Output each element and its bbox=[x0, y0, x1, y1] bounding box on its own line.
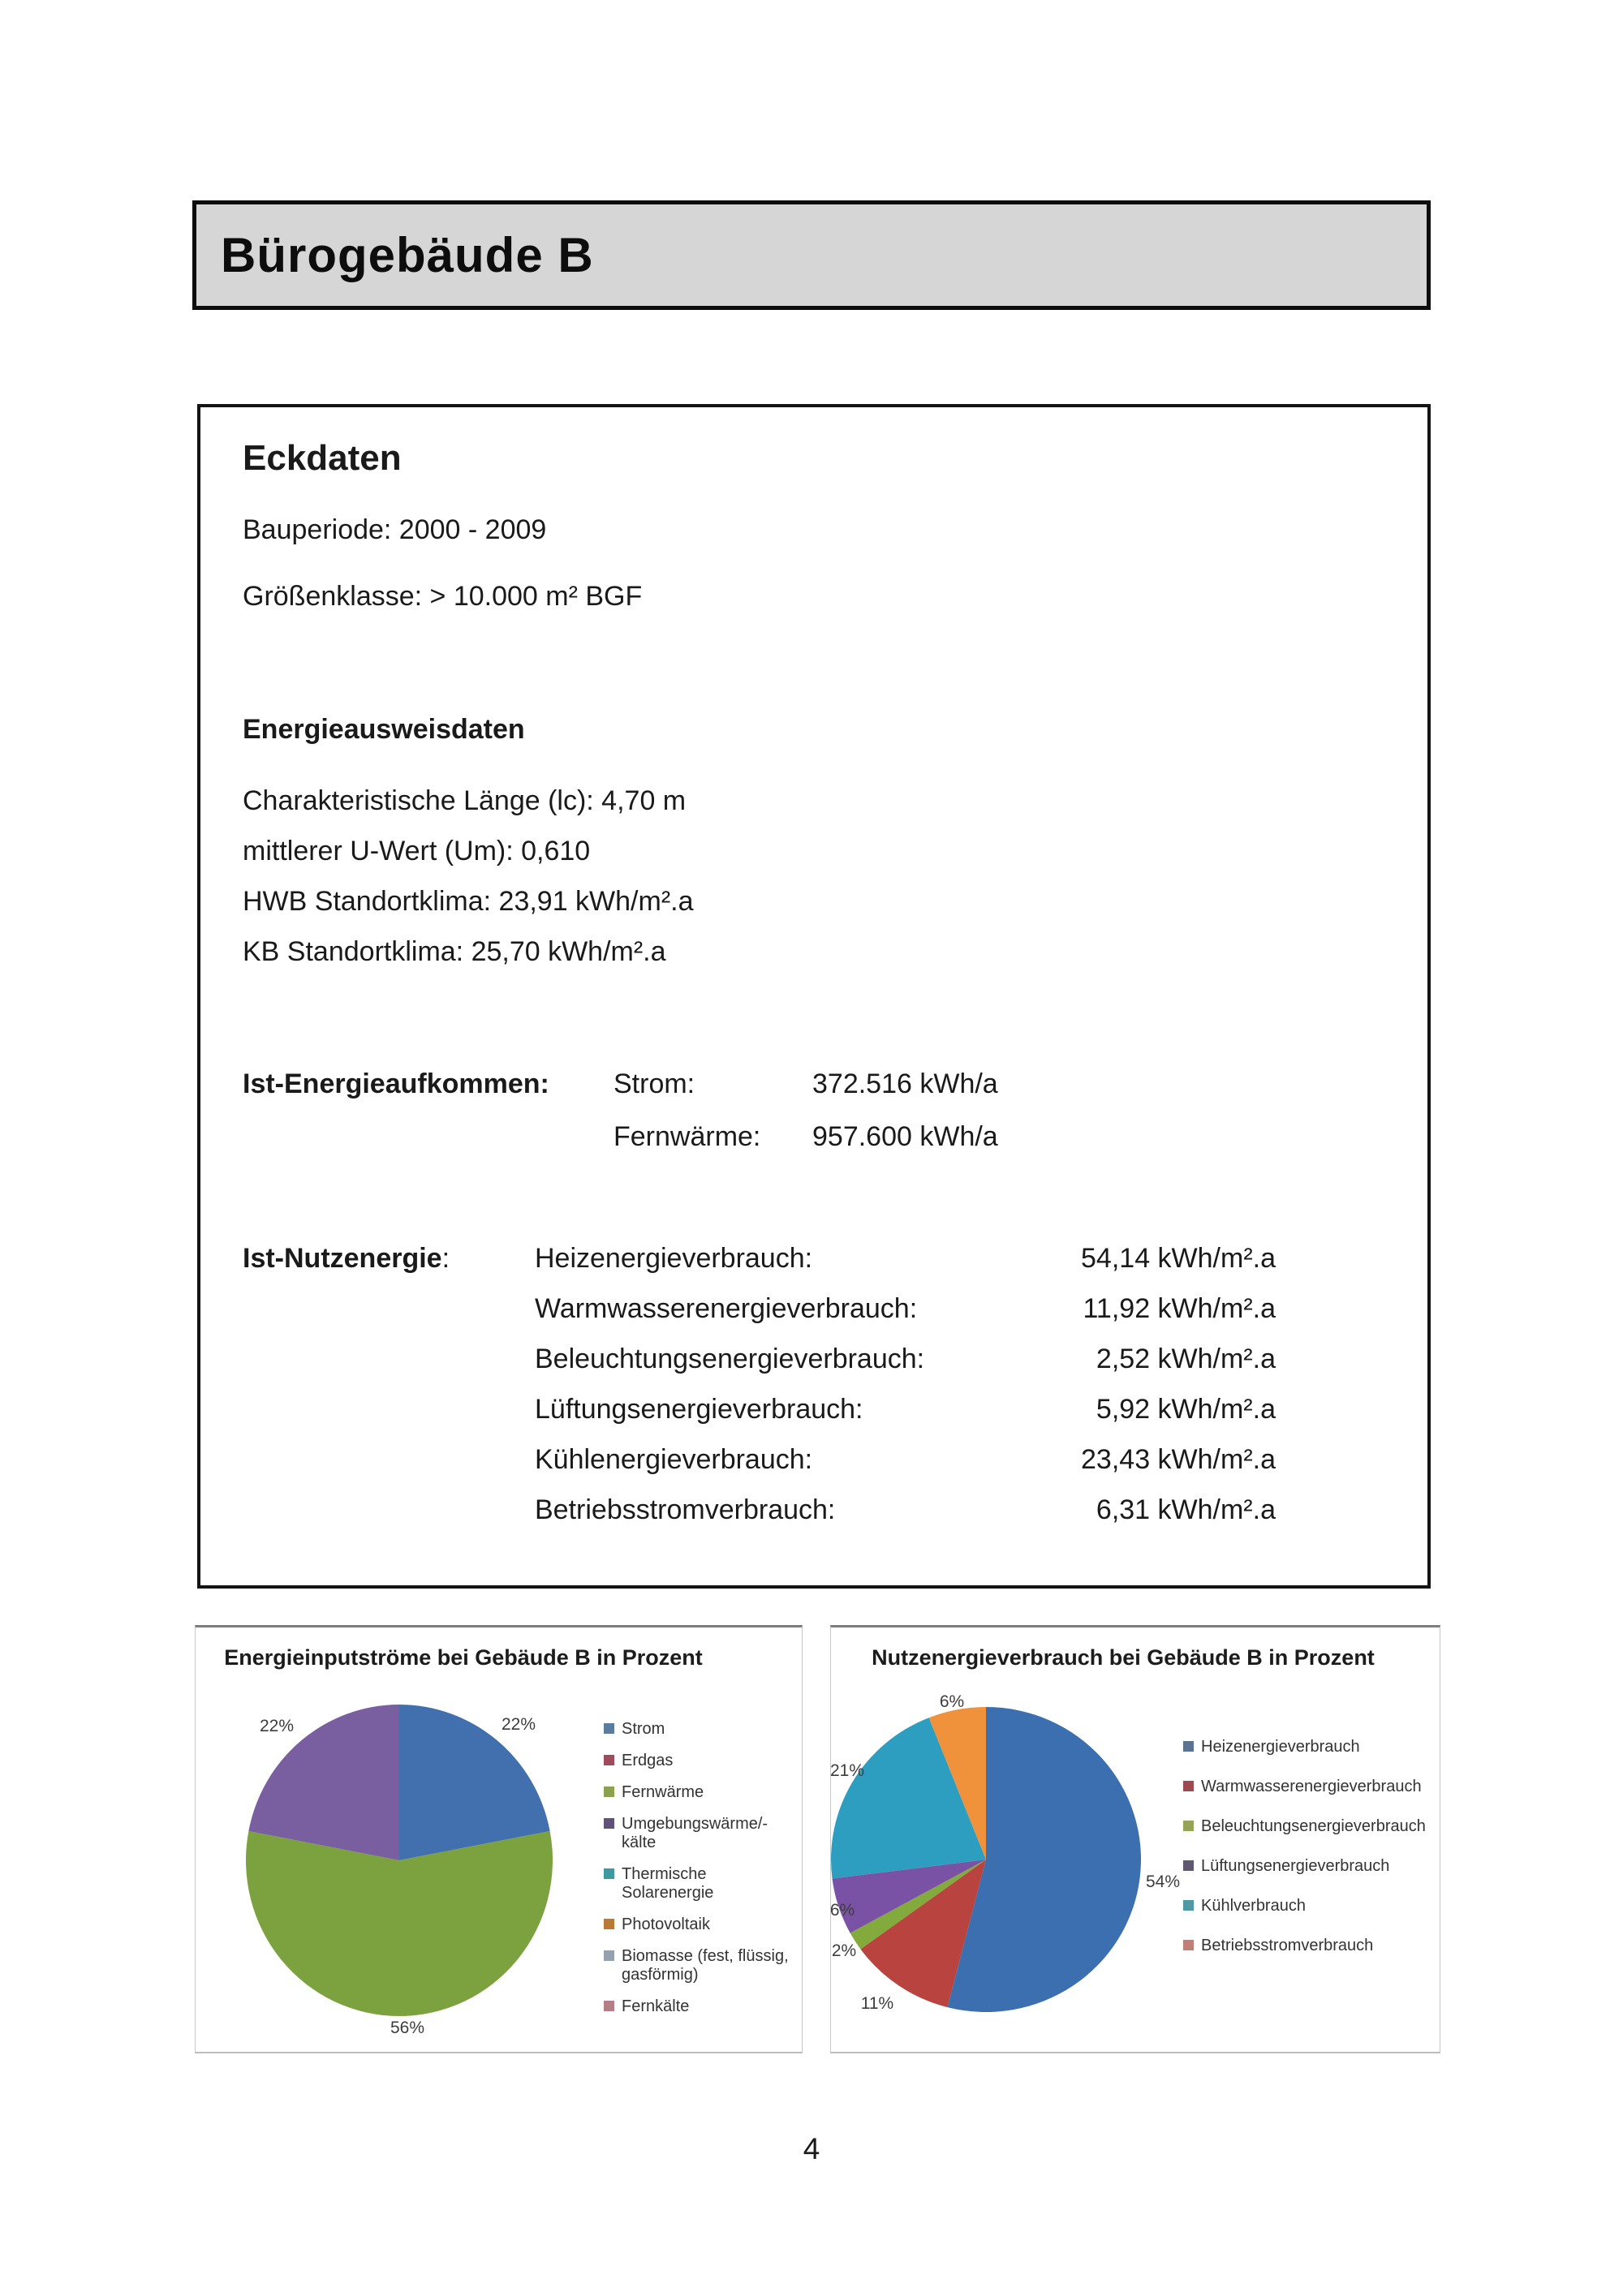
legend-item: Kühlverbrauch bbox=[1183, 1897, 1435, 1915]
legend-label: Erdgas bbox=[622, 1752, 674, 1769]
energieaufkommen-value: 957.600 kWh/a bbox=[812, 1121, 998, 1152]
pie-percent-label: 6% bbox=[829, 1901, 855, 1920]
legend-swatch-icon bbox=[604, 1723, 614, 1734]
nutzenergie-value: 5,92 kWh/m².a bbox=[1096, 1394, 1276, 1425]
legend-item: Lüftungsenergieverbrauch bbox=[1183, 1857, 1435, 1876]
legend-item: Betriebsstromverbrauch bbox=[1183, 1937, 1435, 1955]
legend-item: Umgebungswärme/-kälte bbox=[604, 1815, 797, 1852]
legend-label: Photovoltaik bbox=[622, 1915, 710, 1933]
pie-slice bbox=[860, 1860, 986, 2008]
energieaufkommen-value: 372.516 kWh/a bbox=[812, 1068, 998, 1099]
nutzenergie-value: 2,52 kWh/m².a bbox=[1096, 1344, 1276, 1374]
legend-swatch-icon bbox=[1183, 1781, 1194, 1791]
pie-slice bbox=[947, 1707, 1142, 2012]
nutzenergie-value: 11,92 kWh/m².a bbox=[1083, 1293, 1276, 1324]
nutzenergie-name: Betriebsstromverbrauch: bbox=[535, 1494, 836, 1525]
legend-label: Thermische Solarenergie bbox=[622, 1865, 714, 1902]
legend-item: Biomasse (fest, flüssig, gasförmig) bbox=[604, 1947, 797, 1984]
energieaufkommen-name: Fernwärme: bbox=[613, 1121, 761, 1152]
pie-slice bbox=[832, 1860, 986, 1933]
pie-slice bbox=[831, 1718, 986, 1879]
legend-swatch-icon bbox=[604, 1919, 614, 1929]
legend-swatch-icon bbox=[604, 1818, 614, 1829]
legend-item: Erdgas bbox=[604, 1752, 797, 1770]
legend-label: Kühlverbrauch bbox=[1201, 1897, 1306, 1915]
pie-slice bbox=[248, 1705, 399, 1860]
ist-energieaufkommen-label: Ist-Energieaufkommen: bbox=[243, 1068, 549, 1099]
pie-percent-label: 21% bbox=[829, 1761, 865, 1780]
energieaufkommen-name: Strom: bbox=[613, 1068, 695, 1099]
legend-label: Fernwärme bbox=[622, 1783, 704, 1801]
legend-item: Heizenergieverbrauch bbox=[1183, 1738, 1435, 1756]
energieinput-chart-panel: Energieinputströme bei Gebäude B in Proz… bbox=[195, 1625, 803, 2053]
legend-label: Warmwasserenergieverbrauch bbox=[1201, 1778, 1422, 1795]
chart-legend: Heizenergieverbrauch Warmwasserenergiever… bbox=[1183, 1738, 1435, 1955]
legend-swatch-icon bbox=[604, 1755, 614, 1765]
legend-swatch-icon bbox=[1183, 1900, 1194, 1911]
pie-chart-svg bbox=[831, 1707, 1142, 2012]
legend-item: Thermische Solarenergie bbox=[604, 1865, 797, 1903]
legend-swatch-icon bbox=[1183, 1860, 1194, 1871]
pie-percent-label: 11% bbox=[860, 1994, 894, 2013]
pie-percent-label: 56% bbox=[390, 2019, 425, 2037]
page-number: 4 bbox=[803, 2132, 820, 2165]
legend-swatch-icon bbox=[604, 1950, 614, 1961]
legend-item: Beleuchtungsenergieverbrauch bbox=[1183, 1817, 1435, 1836]
pie-slice bbox=[928, 1707, 986, 1860]
eckdaten-heading: Eckdaten bbox=[243, 438, 402, 478]
legend-label: Strom bbox=[622, 1720, 665, 1738]
groessenklasse-line: Größenklasse: > 10.000 m² BGF bbox=[243, 581, 643, 612]
nutzenergie-chart-panel: Nutzenergieverbrauch bei Gebäude B in Pr… bbox=[830, 1625, 1440, 2053]
pie-chart-svg bbox=[246, 1705, 553, 2017]
ist-nutzenergie-label: Ist-Nutzenergie: bbox=[243, 1243, 450, 1274]
nutzenergie-name: Heizenergieverbrauch: bbox=[535, 1243, 813, 1274]
energieausweis-line: HWB Standortklima: 23,91 kWh/m².a bbox=[243, 886, 694, 917]
legend-item: Warmwasserenergieverbrauch bbox=[1183, 1778, 1435, 1796]
nutzenergie-name: Warmwasserenergieverbrauch: bbox=[535, 1293, 918, 1324]
chart-title: Nutzenergieverbrauch bei Gebäude B in Pr… bbox=[872, 1645, 1375, 1670]
eckdaten-box: Eckdaten Bauperiode: 2000 - 2009 Größenk… bbox=[197, 404, 1431, 1589]
legend-item: Strom bbox=[604, 1720, 797, 1739]
pie-slice bbox=[399, 1705, 550, 1860]
pie-percent-label: 22% bbox=[259, 1717, 295, 1735]
nutzenergie-value: 23,43 kWh/m².a bbox=[1081, 1444, 1276, 1475]
legend-label: Fernkälte bbox=[622, 1997, 690, 2015]
legend-swatch-icon bbox=[1183, 1741, 1194, 1752]
legend-item: Photovoltaik bbox=[604, 1915, 797, 1934]
pie-slice bbox=[246, 1831, 553, 2017]
nutzenergie-value: 6,31 kWh/m².a bbox=[1096, 1494, 1276, 1525]
nutzenergie-name: Beleuchtungsenergieverbrauch: bbox=[535, 1344, 925, 1374]
legend-swatch-icon bbox=[604, 2001, 614, 2011]
legend-item: Fernkälte bbox=[604, 1997, 797, 2016]
nutzenergie-name: Kühlenergieverbrauch: bbox=[535, 1444, 813, 1475]
page-title-bar: Bürogebäude B bbox=[192, 200, 1431, 310]
pie-slice bbox=[850, 1860, 986, 1950]
bauperiode-line: Bauperiode: 2000 - 2009 bbox=[243, 514, 547, 545]
energieausweis-line: mittlerer U-Wert (Um): 0,610 bbox=[243, 836, 591, 866]
energieausweis-line: KB Standortklima: 25,70 kWh/m².a bbox=[243, 936, 666, 967]
legend-label: Betriebsstromverbrauch bbox=[1201, 1937, 1374, 1954]
legend-label: Biomasse (fest, flüssig, gasförmig) bbox=[622, 1947, 789, 1984]
pie-percent-label: 22% bbox=[501, 1715, 536, 1734]
pie-percent-label: 6% bbox=[939, 1692, 965, 1711]
legend-swatch-icon bbox=[604, 1868, 614, 1879]
page-title: Bürogebäude B bbox=[221, 228, 594, 282]
energieausweis-heading: Energieausweisdaten bbox=[243, 714, 525, 745]
nutzenergie-value: 54,14 kWh/m².a bbox=[1081, 1243, 1276, 1274]
legend-swatch-icon bbox=[604, 1786, 614, 1797]
legend-label: Lüftungsenergieverbrauch bbox=[1201, 1857, 1390, 1875]
legend-swatch-icon bbox=[1183, 1940, 1194, 1950]
pie-percent-label: 54% bbox=[1145, 1872, 1181, 1891]
legend-label: Heizenergieverbrauch bbox=[1201, 1738, 1360, 1756]
chart-legend: Strom Erdgas Fernwärme Umgebungswärme/-kält… bbox=[604, 1720, 797, 2016]
pie-percent-label: 2% bbox=[831, 1941, 857, 1960]
legend-label: Beleuchtungsenergieverbrauch bbox=[1201, 1817, 1426, 1835]
energieausweis-line: Charakteristische Länge (lc): 4,70 m bbox=[243, 785, 687, 816]
legend-label: Umgebungswärme/-kälte bbox=[622, 1815, 768, 1851]
legend-swatch-icon bbox=[1183, 1821, 1194, 1831]
nutzenergie-name: Lüftungsenergieverbrauch: bbox=[535, 1394, 863, 1425]
legend-item: Fernwärme bbox=[604, 1783, 797, 1802]
chart-title: Energieinputströme bei Gebäude B in Proz… bbox=[224, 1645, 703, 1670]
